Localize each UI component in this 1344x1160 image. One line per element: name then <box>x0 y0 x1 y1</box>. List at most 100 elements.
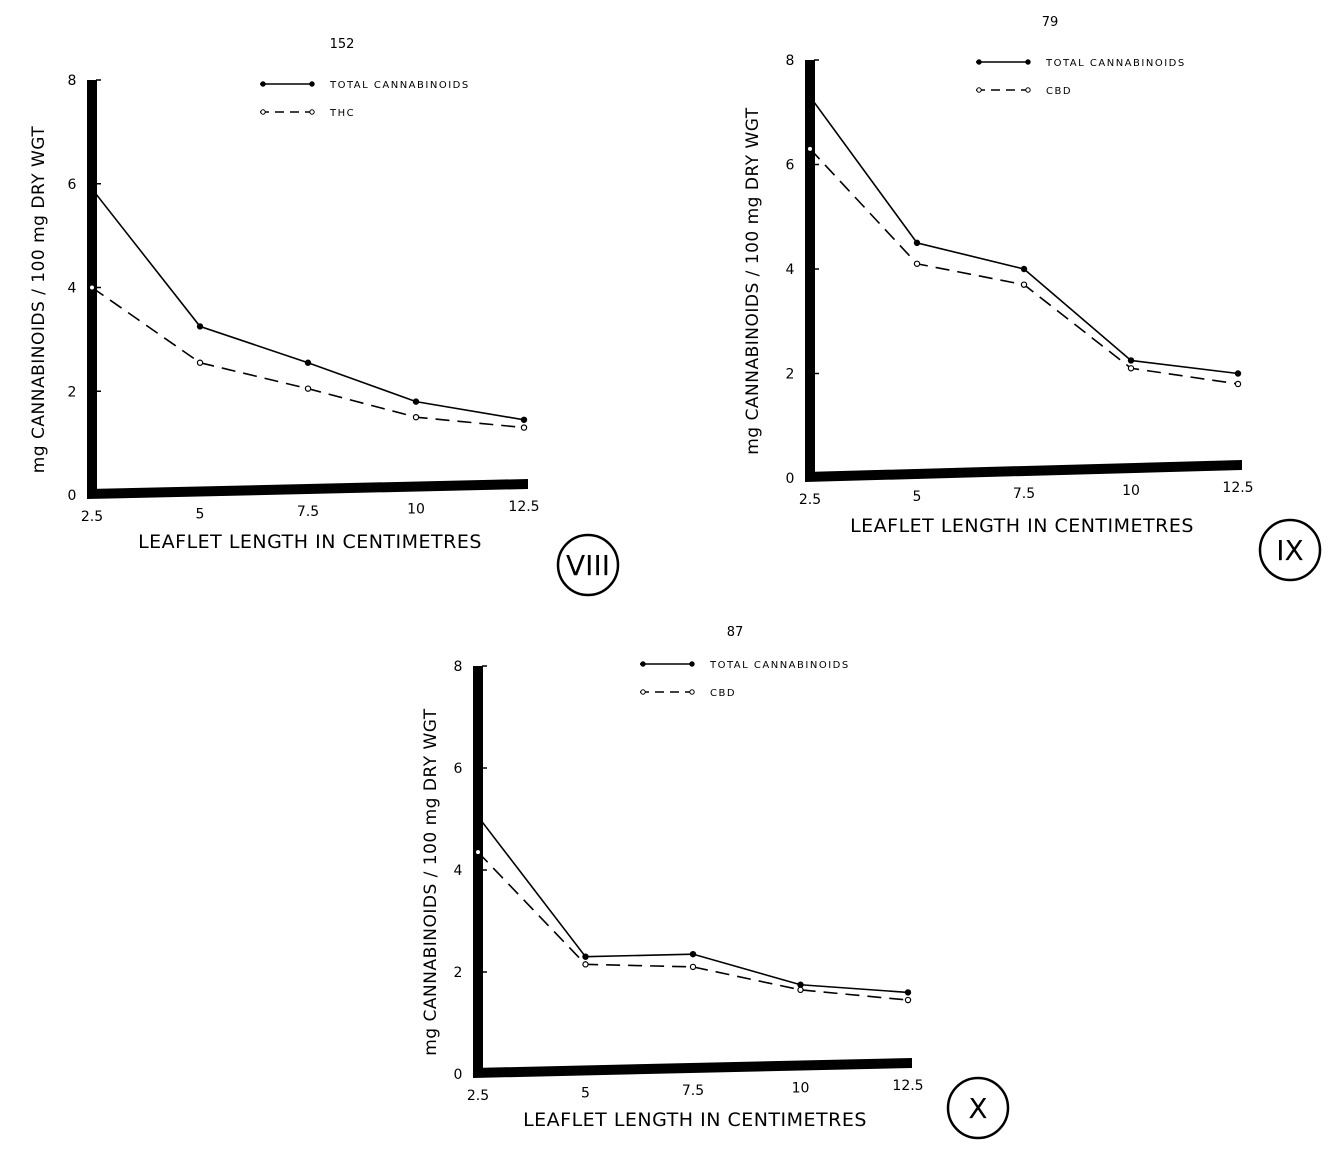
panel-label: IX <box>1276 534 1303 567</box>
sample-number: 87 <box>727 625 744 640</box>
legend-label-1: TOTAL CANNABINOIDS <box>1045 58 1186 69</box>
data-point <box>806 145 814 153</box>
data-point <box>412 413 420 421</box>
x-tick-label: 5 <box>913 489 922 505</box>
legend-marker <box>260 109 266 115</box>
x-axis <box>805 460 1242 482</box>
y-axis-label: mg CANNABINOIDS / 100 mg DRY WGT <box>29 126 49 474</box>
x-tick-label: 10 <box>407 502 425 518</box>
x-tick-label: 2.5 <box>81 509 103 525</box>
sample-number: 152 <box>330 37 355 52</box>
y-tick-label: 2 <box>786 367 795 383</box>
data-point <box>196 359 204 366</box>
x-tick-label: 2.5 <box>467 1088 489 1104</box>
data-point <box>582 953 589 960</box>
data-point <box>1127 357 1135 364</box>
sample-number: 79 <box>1042 15 1059 30</box>
data-point <box>520 424 528 431</box>
x-tick-label: 7.5 <box>1013 486 1035 502</box>
x-tick-label: 10 <box>792 1081 810 1097</box>
x-tick-label: 5 <box>581 1086 590 1102</box>
data-point <box>88 284 96 291</box>
legend-marker <box>976 59 982 65</box>
x-tick-label: 7.5 <box>297 504 319 520</box>
y-axis-label: mg CANNABINOIDS / 100 mg DRY WGT <box>421 708 441 1056</box>
x-tick-label: 12.5 <box>508 499 539 515</box>
chart-panel-ix: 0 2 4 6 8 2.5 5 7.5 10 12.5 mg CANNABINOIDS / 100 … <box>743 15 1322 582</box>
series-line-1 <box>809 96 1239 375</box>
data-point <box>913 260 921 267</box>
legend-marker <box>689 689 695 695</box>
x-tick-label: 5 <box>196 507 205 523</box>
legend-marker <box>976 87 982 93</box>
y-tick-label: 8 <box>68 73 77 89</box>
panel-label: VIII <box>566 549 610 582</box>
y-tick-label: 6 <box>454 761 463 777</box>
y-tick-label: 2 <box>454 965 463 981</box>
data-point <box>474 813 482 820</box>
legend-label-1: TOTAL CANNABINOIDS <box>329 80 470 91</box>
data-point <box>806 93 814 100</box>
data-point <box>304 385 312 392</box>
legend-marker <box>640 689 646 695</box>
y-tick-label: 4 <box>68 281 77 297</box>
data-point <box>304 359 312 366</box>
y-tick-label: 0 <box>786 471 795 487</box>
data-point <box>1020 265 1028 273</box>
data-point <box>1127 365 1135 372</box>
legend-label-2: CBD <box>1046 86 1072 97</box>
legend-label-2: CBD <box>710 688 736 699</box>
legend-marker <box>689 661 695 667</box>
panel-label-circle <box>946 1076 1010 1140</box>
data-point <box>520 416 528 423</box>
y-tick-label: 2 <box>68 384 77 400</box>
x-axis-label: LEAFLET LENGTH IN CENTIMETRES <box>523 1109 867 1131</box>
x-tick-label: 12.5 <box>1222 480 1253 496</box>
y-tick-label: 0 <box>68 488 77 504</box>
panel-label-circle <box>1258 518 1322 582</box>
data-point <box>689 950 697 958</box>
data-point <box>582 961 589 968</box>
data-point <box>904 996 912 1004</box>
data-point <box>412 398 420 405</box>
data-point <box>474 848 482 856</box>
y-tick-label: 4 <box>454 863 463 879</box>
y-axis-label: mg CANNABINOIDS / 100 mg DRY WGT <box>743 107 763 455</box>
data-point <box>88 185 96 193</box>
legend-marker <box>1025 59 1031 65</box>
x-tick-label: 2.5 <box>799 492 821 508</box>
y-tick-label: 8 <box>454 659 463 675</box>
data-point <box>797 986 804 994</box>
x-axis-label: LEAFLET LENGTH IN CENTIMETRES <box>850 515 1194 537</box>
legend-marker <box>309 109 315 115</box>
y-tick-label: 8 <box>786 53 795 69</box>
data-point <box>196 323 204 330</box>
x-tick-label: 7.5 <box>682 1083 704 1099</box>
panel-label: X <box>968 1092 987 1125</box>
chart-panel-x: 0 2 4 6 8 2.5 5 7.5 10 12.5 mg CANNABINOIDS / 100 … <box>421 625 1010 1140</box>
data-point <box>904 989 912 996</box>
x-tick-label: 10 <box>1122 483 1140 499</box>
data-point <box>1234 380 1242 388</box>
legend-label-1: TOTAL CANNABINOIDS <box>709 660 850 671</box>
chart-panel-viii: 0 2 4 6 8 2.5 5 7.5 10 12.5 mg CANNABINOIDS / 100 … <box>29 37 620 597</box>
data-point <box>689 963 697 971</box>
legend-marker <box>260 81 266 87</box>
data-point <box>797 981 804 988</box>
y-tick-label: 6 <box>786 158 795 174</box>
y-tick-label: 0 <box>454 1067 463 1083</box>
series-line-1 <box>91 188 525 421</box>
data-point <box>1020 281 1028 288</box>
legend-label-2: THC <box>329 108 355 119</box>
series-line-2 <box>477 851 909 1001</box>
y-tick-label: 6 <box>68 177 77 193</box>
x-axis <box>473 1058 912 1078</box>
legend-marker <box>1025 87 1031 93</box>
panel-label-circle <box>556 533 620 597</box>
y-tick-label: 4 <box>786 262 795 278</box>
series-line-2 <box>91 286 525 429</box>
data-point <box>913 239 921 247</box>
data-point <box>1234 370 1242 377</box>
x-axis <box>87 479 528 499</box>
